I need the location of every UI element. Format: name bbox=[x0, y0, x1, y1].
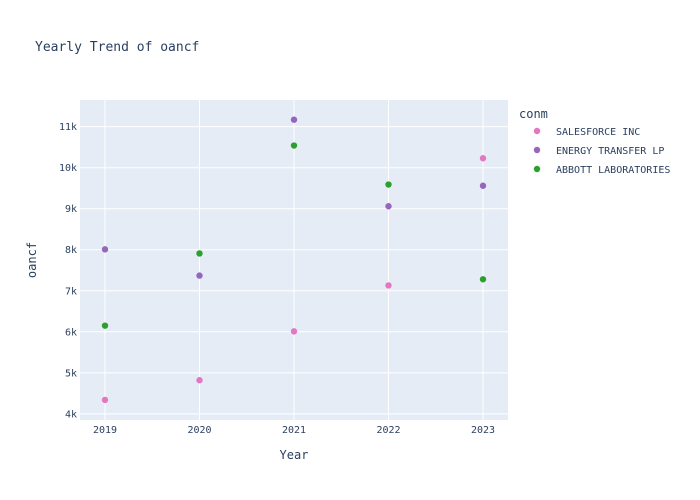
x-tick-label: 2023 bbox=[471, 425, 495, 436]
y-tick-label: 9k bbox=[65, 204, 77, 215]
y-tick-label: 5k bbox=[65, 368, 77, 379]
legend-marker bbox=[533, 165, 541, 173]
data-points bbox=[101, 116, 487, 404]
y-tick-label: 4k bbox=[65, 409, 77, 420]
x-tick-label: 2020 bbox=[187, 425, 211, 436]
data-point bbox=[101, 396, 109, 404]
data-point bbox=[101, 322, 109, 329]
data-point bbox=[196, 272, 203, 279]
data-point bbox=[290, 116, 298, 123]
legend-title: conm bbox=[519, 107, 548, 121]
y-tick-label: 8k bbox=[65, 245, 77, 256]
y-axis-ticks: 4k 5k 6k 7k 8k 9k 10k 11k bbox=[59, 122, 77, 420]
y-axis-title: oancf bbox=[25, 242, 39, 278]
y-tick-label: 10k bbox=[59, 163, 77, 174]
data-point bbox=[385, 181, 392, 188]
data-point bbox=[479, 276, 487, 283]
data-point bbox=[196, 377, 203, 384]
data-point bbox=[385, 203, 392, 210]
legend-marker bbox=[533, 146, 541, 154]
x-tick-label: 2022 bbox=[376, 425, 400, 436]
data-point bbox=[479, 182, 487, 189]
y-tick-label: 11k bbox=[59, 122, 77, 133]
x-tick-label: 2019 bbox=[93, 425, 117, 436]
x-tick-label: 2021 bbox=[282, 425, 306, 436]
legend-marker bbox=[533, 127, 541, 135]
y-tick-label: 7k bbox=[65, 286, 77, 297]
data-point bbox=[290, 328, 298, 335]
y-tick-label: 6k bbox=[65, 327, 77, 338]
legend-label: SALESFORCE INC bbox=[556, 127, 640, 138]
chart-title: Yearly Trend of oancf bbox=[35, 40, 199, 55]
data-point bbox=[290, 142, 298, 149]
legend: conm SALESFORCE INC ENERGY TRANSFER LP ABB… bbox=[519, 107, 670, 176]
data-point bbox=[385, 282, 392, 289]
legend-label: ENERGY TRANSFER LP bbox=[556, 146, 664, 157]
legend-label: ABBOTT LABORATORIES bbox=[556, 165, 670, 176]
data-point bbox=[101, 246, 109, 253]
x-axis-title: Year bbox=[280, 448, 309, 462]
data-point bbox=[196, 250, 203, 257]
x-axis-ticks: 2019 2020 2021 2022 2023 bbox=[93, 425, 495, 436]
data-point bbox=[479, 155, 487, 162]
